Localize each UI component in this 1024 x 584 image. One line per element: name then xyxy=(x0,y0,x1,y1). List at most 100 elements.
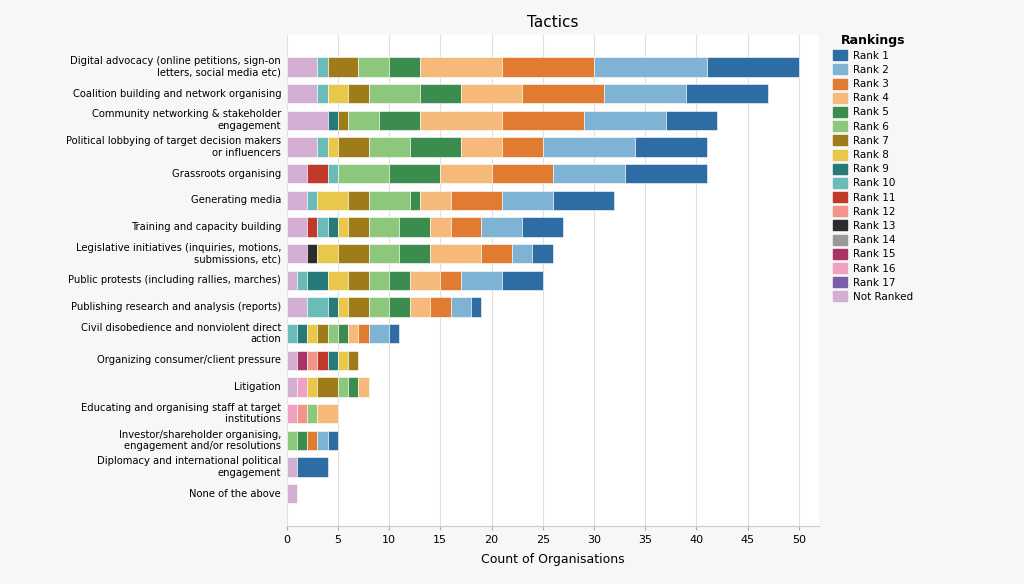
Bar xyxy=(317,217,328,237)
Bar xyxy=(369,244,399,263)
Bar xyxy=(625,164,707,183)
Bar xyxy=(502,111,584,130)
Bar xyxy=(297,431,307,450)
Bar xyxy=(297,324,307,343)
Bar xyxy=(594,57,707,77)
Bar xyxy=(553,164,625,183)
Bar xyxy=(338,111,348,130)
Bar xyxy=(287,137,317,157)
Bar xyxy=(553,191,614,210)
Bar xyxy=(317,244,338,263)
Bar xyxy=(287,164,307,183)
Bar xyxy=(358,57,389,77)
Bar xyxy=(461,84,522,103)
Bar xyxy=(502,191,553,210)
Bar xyxy=(584,111,666,130)
Bar xyxy=(369,217,399,237)
Bar xyxy=(338,217,348,237)
Bar xyxy=(461,137,502,157)
Bar xyxy=(297,377,307,397)
Bar xyxy=(317,191,348,210)
Bar xyxy=(369,297,389,317)
Bar xyxy=(287,84,317,103)
Bar xyxy=(317,404,338,423)
Bar xyxy=(287,297,307,317)
Bar xyxy=(287,404,297,423)
Bar xyxy=(532,244,553,263)
Bar xyxy=(461,271,502,290)
Bar xyxy=(430,217,451,237)
Bar xyxy=(502,137,543,157)
Bar xyxy=(338,244,369,263)
Bar xyxy=(502,271,543,290)
Bar xyxy=(328,217,338,237)
Bar xyxy=(471,297,481,317)
Bar xyxy=(420,111,502,130)
Bar xyxy=(604,84,686,103)
Bar xyxy=(317,377,338,397)
Bar xyxy=(307,244,317,263)
Bar xyxy=(287,217,307,237)
Bar xyxy=(512,244,532,263)
Legend: Rank 1, Rank 2, Rank 3, Rank 4, Rank 5, Rank 6, Rank 7, Rank 8, Rank 9, Rank 10,: Rank 1, Rank 2, Rank 3, Rank 4, Rank 5, … xyxy=(829,30,915,305)
Bar xyxy=(328,297,338,317)
Bar xyxy=(707,57,799,77)
Bar xyxy=(328,137,338,157)
Bar xyxy=(307,217,317,237)
Bar xyxy=(440,164,492,183)
Bar xyxy=(287,244,307,263)
Bar xyxy=(420,84,461,103)
Bar xyxy=(307,191,317,210)
Bar xyxy=(328,57,358,77)
Bar xyxy=(410,297,430,317)
Bar xyxy=(410,191,420,210)
Bar xyxy=(297,271,307,290)
Bar xyxy=(307,377,317,397)
Bar xyxy=(307,324,317,343)
Bar xyxy=(348,84,369,103)
Bar xyxy=(317,351,328,370)
Bar xyxy=(317,84,328,103)
Bar xyxy=(420,57,502,77)
Bar xyxy=(348,111,379,130)
Bar xyxy=(358,377,369,397)
Bar xyxy=(430,244,481,263)
Bar xyxy=(307,431,317,450)
Bar xyxy=(379,111,420,130)
Bar xyxy=(338,324,348,343)
Bar xyxy=(307,351,317,370)
Bar xyxy=(686,84,768,103)
Bar xyxy=(389,324,399,343)
Bar xyxy=(451,217,481,237)
Bar xyxy=(307,271,328,290)
Bar xyxy=(369,271,389,290)
Bar xyxy=(338,164,389,183)
Bar xyxy=(338,137,369,157)
Bar xyxy=(287,324,297,343)
Bar xyxy=(348,377,358,397)
Bar xyxy=(389,164,440,183)
Bar xyxy=(317,324,328,343)
Bar xyxy=(287,191,307,210)
Bar xyxy=(420,191,451,210)
Bar xyxy=(348,297,369,317)
Bar xyxy=(317,57,328,77)
Bar xyxy=(338,377,348,397)
Bar xyxy=(328,111,338,130)
Bar xyxy=(666,111,717,130)
Bar xyxy=(399,244,430,263)
Bar xyxy=(317,431,328,450)
X-axis label: Count of Organisations: Count of Organisations xyxy=(481,553,625,566)
Bar xyxy=(481,217,522,237)
Bar xyxy=(451,297,471,317)
Bar xyxy=(522,84,604,103)
Bar xyxy=(410,271,440,290)
Bar xyxy=(369,191,410,210)
Bar xyxy=(358,324,369,343)
Bar xyxy=(369,137,410,157)
Bar xyxy=(287,431,297,450)
Bar xyxy=(389,297,410,317)
Bar xyxy=(328,431,338,450)
Bar xyxy=(328,84,348,103)
Bar xyxy=(348,351,358,370)
